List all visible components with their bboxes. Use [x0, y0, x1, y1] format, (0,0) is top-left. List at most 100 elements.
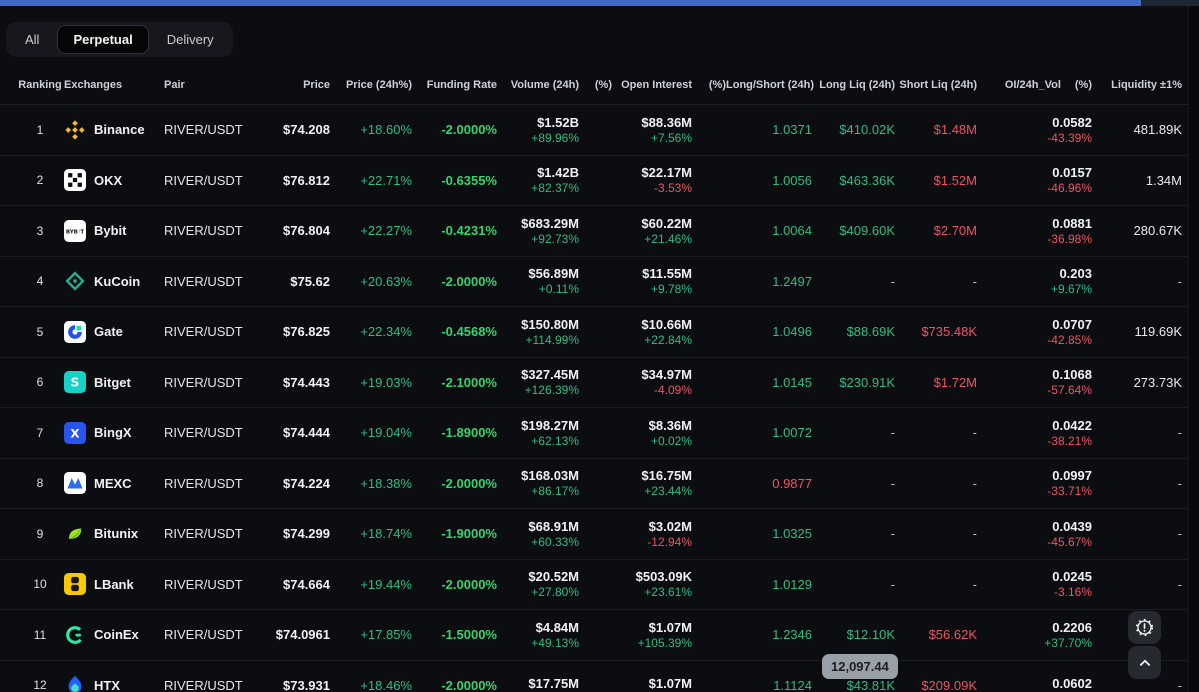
- svg-text:X: X: [70, 426, 79, 440]
- exchange-cell[interactable]: KuCoin: [64, 270, 164, 292]
- oi-vol-value: 0.1068: [1052, 367, 1092, 383]
- header-volume-pct[interactable]: (%): [594, 78, 612, 91]
- short-liq-value: -: [972, 475, 977, 491]
- header-pair[interactable]: Pair: [164, 78, 185, 91]
- volume-pct: +62.13%: [531, 433, 579, 448]
- pair-value[interactable]: RIVER/USDT: [164, 526, 243, 542]
- long-liq-value: -: [890, 475, 895, 491]
- scroll-to-top-button[interactable]: [1128, 646, 1161, 679]
- pair-value[interactable]: RIVER/USDT: [164, 273, 243, 289]
- table-row[interactable]: 12 HTX RIVER/USDT $73.931 +18.46% -2.000…: [0, 661, 1199, 692]
- oi-vol-value: 0.0602: [1052, 676, 1092, 692]
- exchange-cell[interactable]: S Bitget: [64, 371, 164, 394]
- exchange-cell[interactable]: Binance: [64, 119, 164, 141]
- open-interest-value: $88.36M: [641, 114, 692, 130]
- header-oi-vol[interactable]: OI/24h_Vol: [1004, 78, 1061, 91]
- exchange-cell[interactable]: CoinEx: [64, 624, 164, 646]
- oi-vol-pct: -43.39%: [1047, 130, 1092, 145]
- pair-value[interactable]: RIVER/USDT: [164, 627, 243, 643]
- exchange-cell[interactable]: Bitunix: [64, 523, 164, 545]
- funding-rate-value: -0.6355%: [441, 172, 497, 188]
- table-row[interactable]: 4 KuCoin RIVER/USDT $75.62 +20.63% -2.00…: [0, 257, 1199, 307]
- pair-value[interactable]: RIVER/USDT: [164, 475, 243, 491]
- open-interest-cell: $503.09K +23.61%: [612, 570, 692, 598]
- funding-rate-value: -2.0000%: [441, 122, 497, 138]
- tab-perpetual[interactable]: Perpetual: [57, 25, 149, 54]
- price-change-24h: +18.60%: [360, 122, 412, 138]
- pair-value[interactable]: RIVER/USDT: [164, 677, 243, 692]
- long-short-ratio: 1.0496: [772, 324, 812, 340]
- table-row[interactable]: 1 Binance RIVER/USDT $74.208 +18.60% -2.…: [0, 105, 1199, 156]
- price-value: $73.931: [283, 677, 330, 692]
- tab-delivery[interactable]: Delivery: [151, 25, 230, 54]
- header-price[interactable]: Price: [303, 78, 330, 91]
- exchange-cell[interactable]: Gate: [64, 320, 164, 343]
- exchange-cell[interactable]: MEXC: [64, 472, 164, 495]
- open-interest-value: $1.07M: [648, 619, 692, 635]
- table-row[interactable]: 9 Bitunix RIVER/USDT $74.299 +18.74% -1.…: [0, 509, 1199, 560]
- exchange-cell[interactable]: HTX: [64, 674, 164, 692]
- long-liq-value: $12.10K: [846, 627, 895, 643]
- header-liquidity[interactable]: Liquidity ±1%: [1111, 78, 1182, 91]
- long-liq-value: $43.81K: [846, 677, 895, 692]
- header-oi-pct[interactable]: (%): [708, 78, 726, 91]
- exchange-cell[interactable]: OKX: [64, 169, 164, 192]
- pair-value[interactable]: RIVER/USDT: [164, 223, 243, 239]
- header-long-liq[interactable]: Long Liq (24h): [819, 78, 895, 91]
- long-short-ratio: 1.2497: [772, 273, 812, 289]
- liquidity-value: -: [1177, 526, 1182, 542]
- table-row[interactable]: 8 MEXC RIVER/USDT $74.224 +18.38% -2.000…: [0, 459, 1199, 509]
- funding-rate-value: -1.8900%: [441, 425, 497, 441]
- table-row[interactable]: 5 Gate RIVER/USDT $76.825 +22.34% -0.456…: [0, 307, 1199, 358]
- exchange-cell[interactable]: BYB!T Bybit: [64, 219, 164, 242]
- price-change-24h: +20.63%: [360, 273, 412, 289]
- pair-value[interactable]: RIVER/USDT: [164, 576, 243, 592]
- price-value: $74.0961: [275, 627, 330, 643]
- oi-vol-cell: 0.0602: [977, 677, 1092, 692]
- volume-cell: $150.80M +114.99%: [497, 318, 579, 346]
- table-row[interactable]: 11 CoinEx RIVER/USDT $74.0961 +17.85% -1…: [0, 610, 1199, 661]
- header-ranking[interactable]: Ranking: [18, 78, 62, 91]
- oi-vol-cell: 0.0422 -38.21%: [977, 419, 1092, 447]
- short-liq-value: $735.48K: [921, 324, 977, 340]
- header-exchanges[interactable]: Exchanges: [64, 78, 123, 91]
- pair-value[interactable]: RIVER/USDT: [164, 172, 243, 188]
- header-long-short[interactable]: Long/Short (24h): [726, 78, 814, 91]
- table-row[interactable]: 6 S Bitget RIVER/USDT $74.443 +19.03% -2…: [0, 358, 1199, 408]
- header-open-interest[interactable]: Open Interest: [621, 78, 692, 91]
- open-interest-cell: $88.36M +7.56%: [612, 116, 692, 144]
- volume-pct: +126.39%: [524, 383, 579, 398]
- table-row[interactable]: 10 LBank RIVER/USDT $74.664 +19.44% -2.0…: [0, 560, 1199, 610]
- header-short-liq[interactable]: Short Liq (24h): [899, 78, 977, 91]
- kucoin-icon: [64, 270, 86, 292]
- exchange-name: Bybit: [94, 223, 127, 239]
- header-funding-rate[interactable]: Funding Rate: [426, 78, 497, 91]
- funding-rate-value: -0.4568%: [441, 324, 497, 340]
- open-interest-cell: $1.07M +105.39%: [612, 621, 692, 649]
- short-liq-value: -: [972, 425, 977, 441]
- exchange-cell[interactable]: X BingX: [64, 421, 164, 444]
- oi-vol-pct: -33.71%: [1047, 484, 1092, 499]
- tab-all[interactable]: All: [9, 25, 55, 54]
- pair-value[interactable]: RIVER/USDT: [164, 425, 243, 441]
- pair-value[interactable]: RIVER/USDT: [164, 122, 243, 138]
- volume-value: $56.89M: [528, 266, 579, 282]
- pair-value[interactable]: RIVER/USDT: [164, 324, 243, 340]
- open-interest-pct: +21.46%: [644, 231, 692, 246]
- pair-value[interactable]: RIVER/USDT: [164, 374, 243, 390]
- table-row[interactable]: 2 OKX RIVER/USDT $76.812 +22.71% -0.6355…: [0, 156, 1199, 206]
- exchange-name: LBank: [94, 576, 134, 592]
- header-volume-24h[interactable]: Volume (24h): [510, 78, 579, 91]
- header-price-24h[interactable]: Price (24h%): [345, 78, 412, 91]
- exchange-cell[interactable]: LBank: [64, 573, 164, 596]
- volume-pct: +49.13%: [531, 635, 579, 650]
- short-liq-value: -: [972, 526, 977, 542]
- table-row[interactable]: 3 BYB!T Bybit RIVER/USDT $76.804 +22.27%…: [0, 206, 1199, 257]
- oi-vol-pct: -57.64%: [1047, 383, 1092, 398]
- scrollbar-track[interactable]: [1188, 6, 1199, 692]
- header-oi-vol-pct[interactable]: (%): [1074, 78, 1092, 91]
- table-row[interactable]: 7 X BingX RIVER/USDT $74.444 +19.04% -1.…: [0, 408, 1199, 459]
- alert-button[interactable]: [1128, 611, 1161, 644]
- funding-rate-value: -2.0000%: [441, 273, 497, 289]
- volume-pct: +86.17%: [531, 484, 579, 499]
